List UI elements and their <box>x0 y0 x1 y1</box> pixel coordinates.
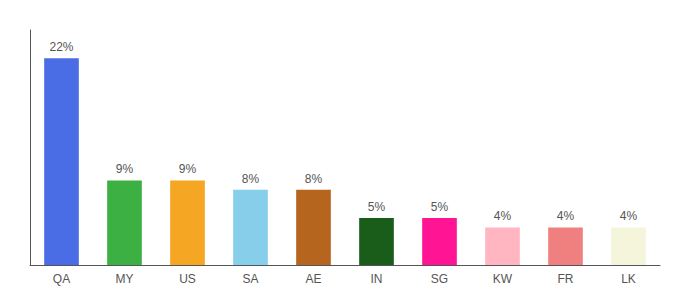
svg-text:KW: KW <box>493 272 513 286</box>
svg-text:4%: 4% <box>557 209 575 223</box>
svg-text:QA: QA <box>53 272 70 286</box>
svg-text:4%: 4% <box>620 209 638 223</box>
svg-text:9%: 9% <box>116 162 134 176</box>
svg-text:5%: 5% <box>431 200 449 214</box>
svg-text:22%: 22% <box>49 40 73 54</box>
svg-text:AE: AE <box>305 272 321 286</box>
svg-text:FR: FR <box>558 272 574 286</box>
svg-text:IN: IN <box>371 272 383 286</box>
svg-text:US: US <box>179 272 196 286</box>
svg-text:SA: SA <box>242 272 258 286</box>
svg-text:8%: 8% <box>305 172 323 186</box>
svg-text:5%: 5% <box>368 200 386 214</box>
svg-text:4%: 4% <box>494 209 512 223</box>
svg-text:MY: MY <box>116 272 134 286</box>
svg-text:8%: 8% <box>242 172 260 186</box>
svg-text:LK: LK <box>621 272 636 286</box>
svg-text:SG: SG <box>431 272 448 286</box>
svg-text:9%: 9% <box>179 162 197 176</box>
